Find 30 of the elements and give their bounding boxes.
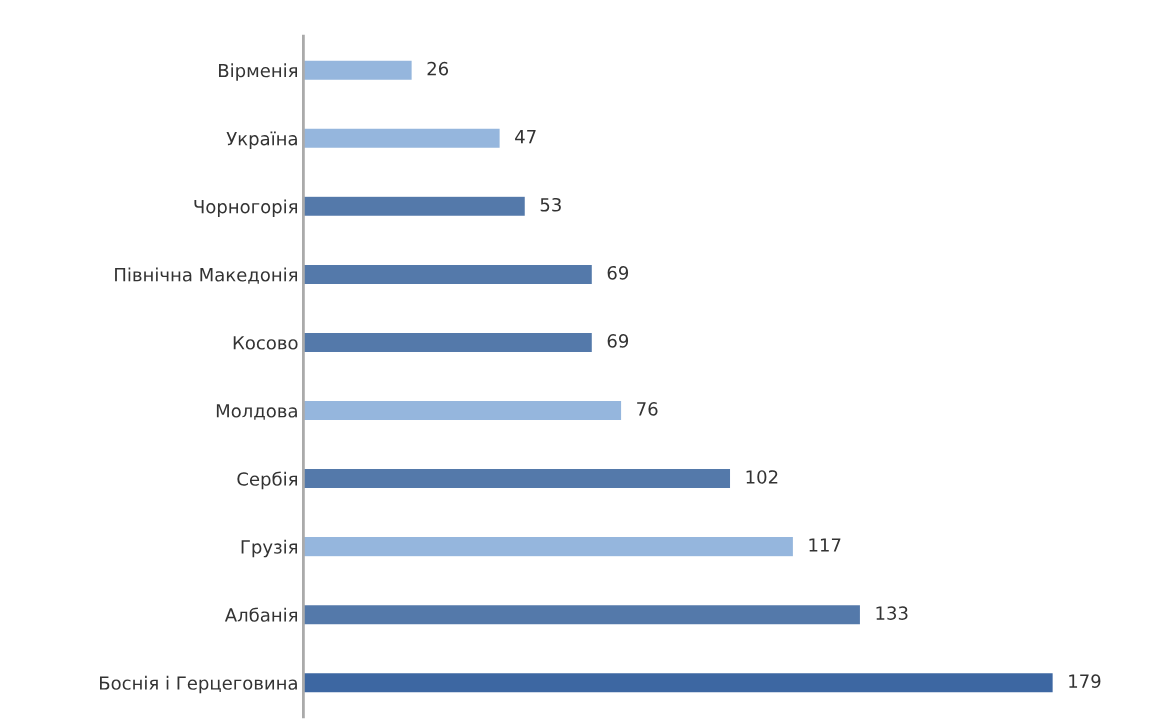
y-tick-label: Чорногорія [194,199,297,217]
bar [303,195,527,218]
data-label: 47 [515,130,536,144]
bar [303,399,623,422]
data-label: 117 [809,538,841,552]
bar [303,671,1055,694]
data-label: 26 [427,61,449,76]
bar [303,467,732,490]
y-tick-label: Косово [233,336,298,350]
bar [303,331,594,354]
data-label: 179 [1069,674,1101,688]
y-tick-label: Україна [226,131,297,149]
y-tick-label: Молдова [216,404,297,420]
data-label: 69 [607,334,629,348]
y-tick-label: Боснія і Герцеговина [100,675,297,694]
data-label: 76 [637,402,658,416]
bar [303,127,502,150]
data-label: 102 [746,470,778,484]
bar [303,263,594,286]
bar [303,603,862,626]
data-label: 133 [876,606,908,620]
bar [303,59,414,82]
data-label: 53 [540,197,561,212]
bar [303,535,795,558]
data-label: 69 [607,265,629,280]
y-tick-label: Сербія [237,471,297,490]
y-tick-label: Грузія [241,539,297,558]
y-tick-label: Північна Македонія [115,267,297,284]
y-tick-label: Вірменія [219,63,297,81]
y-tick-label: Албанія [224,607,297,622]
